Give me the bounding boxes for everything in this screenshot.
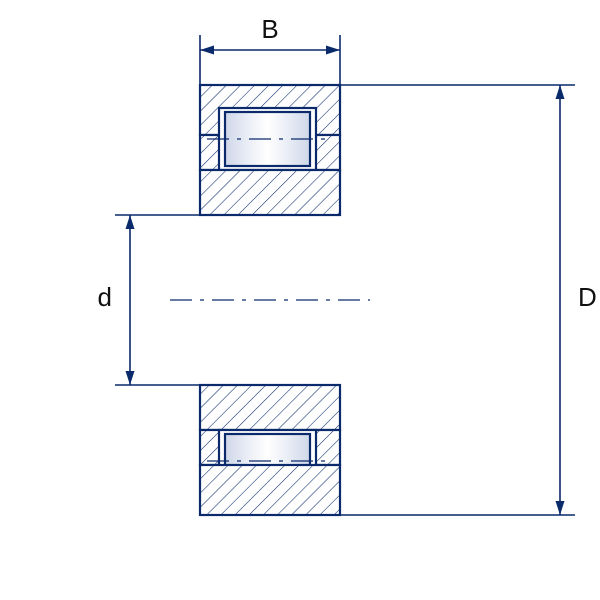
inner-ring-bottom: [200, 385, 340, 430]
inner-ring-top: [200, 170, 340, 215]
label-D: D: [578, 282, 597, 312]
arrowhead: [200, 46, 214, 55]
arrowhead: [126, 215, 135, 229]
label-B: B: [261, 14, 278, 44]
bearing-cross-section-diagram: B Dd: [0, 0, 600, 600]
outer-ring-bottom: [200, 465, 340, 515]
arrowhead: [126, 371, 135, 385]
label-d: d: [98, 282, 112, 312]
arrowhead: [556, 85, 565, 99]
arrowhead: [326, 46, 340, 55]
arrowhead: [556, 501, 565, 515]
